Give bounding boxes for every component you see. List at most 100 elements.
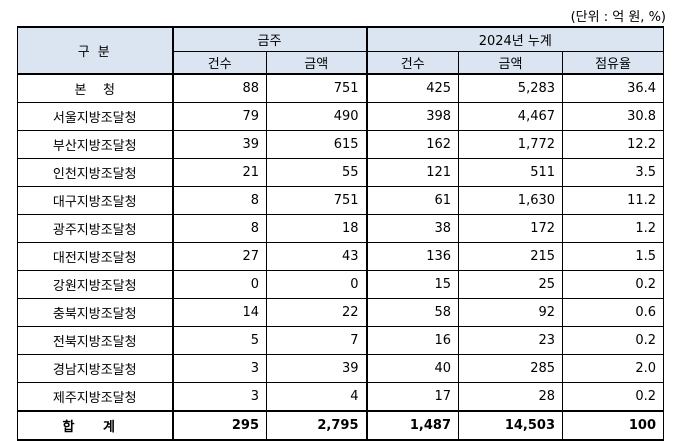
region-cell: 충북지방조달청 (17, 298, 173, 327)
region-cell: 전북지방조달청 (17, 326, 173, 355)
cumulative-count-cell: 425 (365, 73, 460, 103)
share-cell: 12.2 (562, 130, 665, 159)
region-cell: 부산지방조달청 (17, 130, 173, 159)
cumulative-amount-cell: 172 (458, 214, 564, 243)
cumulative-amount-cell: 28 (458, 382, 564, 412)
weekly-count-cell: 3 (171, 382, 267, 412)
cumulative-amount-cell: 1,630 (458, 186, 564, 215)
procurement-table: 구 분 금주 2024년 누계 건수 금액 건수 금액 점유율 본 청 88 751… (17, 26, 665, 441)
share-cell: 1.2 (562, 214, 665, 243)
total-weekly-count-cell: 295 (171, 410, 267, 441)
region-cell: 인천지방조달청 (17, 158, 173, 187)
table-row: 서울지방조달청 79 490 398 4,467 30.8 (17, 102, 665, 131)
share-cell: 0.2 (562, 382, 665, 412)
weekly-group-header: 금주 (171, 26, 368, 52)
share-cell: 0.2 (562, 326, 665, 355)
region-cell: 본 청 (17, 73, 173, 103)
table-row: 충북지방조달청 14 22 58 92 0.6 (17, 298, 665, 327)
share-header: 점유율 (562, 51, 665, 75)
table-row: 부산지방조달청 39 615 162 1,772 12.2 (17, 130, 665, 159)
weekly-amount-cell: 18 (265, 214, 368, 243)
region-cell: 대구지방조달청 (17, 186, 173, 215)
total-row: 합 계 295 2,795 1,487 14,503 100 (17, 410, 665, 441)
cumulative-group-header: 2024년 누계 (365, 26, 665, 52)
cumulative-count-cell: 162 (365, 130, 460, 159)
cumulative-count-cell: 398 (365, 102, 460, 131)
region-cell: 경남지방조달청 (17, 354, 173, 383)
cumulative-amount-cell: 23 (458, 326, 564, 355)
weekly-count-cell: 8 (171, 186, 267, 215)
share-cell: 30.8 (562, 102, 665, 131)
cumulative-amount-cell: 4,467 (458, 102, 564, 131)
cumulative-count-header: 건수 (365, 51, 460, 75)
weekly-amount-cell: 0 (265, 270, 368, 299)
share-cell: 3.5 (562, 158, 665, 187)
region-cell: 강원지방조달청 (17, 270, 173, 299)
cumulative-count-cell: 40 (365, 354, 460, 383)
cumulative-amount-cell: 285 (458, 354, 564, 383)
cumulative-count-cell: 16 (365, 326, 460, 355)
cumulative-amount-cell: 215 (458, 242, 564, 271)
cumulative-amount-cell: 92 (458, 298, 564, 327)
weekly-amount-cell: 55 (265, 158, 368, 187)
cumulative-count-cell: 136 (365, 242, 460, 271)
table-row: 본 청 88 751 425 5,283 36.4 (17, 73, 665, 103)
weekly-count-cell: 3 (171, 354, 267, 383)
table-row: 강원지방조달청 0 0 15 25 0.2 (17, 270, 665, 299)
cumulative-count-cell: 58 (365, 298, 460, 327)
share-cell: 36.4 (562, 73, 665, 103)
cumulative-count-cell: 121 (365, 158, 460, 187)
weekly-count-cell: 14 (171, 298, 267, 327)
cumulative-amount-cell: 5,283 (458, 73, 564, 103)
table-row: 경남지방조달청 3 39 40 285 2.0 (17, 354, 665, 383)
weekly-amount-cell: 43 (265, 242, 368, 271)
cumulative-amount-cell: 25 (458, 270, 564, 299)
cumulative-count-cell: 38 (365, 214, 460, 243)
weekly-amount-cell: 22 (265, 298, 368, 327)
total-cumulative-amount-cell: 14,503 (458, 410, 564, 441)
weekly-amount-cell: 751 (265, 73, 368, 103)
weekly-amount-cell: 39 (265, 354, 368, 383)
weekly-amount-cell: 615 (265, 130, 368, 159)
weekly-amount-cell: 490 (265, 102, 368, 131)
weekly-count-cell: 21 (171, 158, 267, 187)
cumulative-amount-cell: 511 (458, 158, 564, 187)
total-weekly-amount-cell: 2,795 (265, 410, 368, 441)
weekly-count-cell: 0 (171, 270, 267, 299)
total-region-cell: 합 계 (17, 410, 173, 441)
weekly-amount-cell: 4 (265, 382, 368, 412)
weekly-count-cell: 5 (171, 326, 267, 355)
cumulative-count-cell: 17 (365, 382, 460, 412)
region-cell: 서울지방조달청 (17, 102, 173, 131)
weekly-count-header: 건수 (171, 51, 267, 75)
cumulative-count-cell: 15 (365, 270, 460, 299)
weekly-count-cell: 88 (171, 73, 267, 103)
region-cell: 대전지방조달청 (17, 242, 173, 271)
share-cell: 0.6 (562, 298, 665, 327)
share-cell: 0.2 (562, 270, 665, 299)
weekly-count-cell: 8 (171, 214, 267, 243)
region-header: 구 분 (17, 26, 173, 75)
cumulative-count-cell: 61 (365, 186, 460, 215)
region-cell: 광주지방조달청 (17, 214, 173, 243)
weekly-amount-cell: 751 (265, 186, 368, 215)
total-cumulative-count-cell: 1,487 (365, 410, 460, 441)
table-row: 전북지방조달청 5 7 16 23 0.2 (17, 326, 665, 355)
weekly-amount-header: 금액 (265, 51, 368, 75)
table-row: 대전지방조달청 27 43 136 215 1.5 (17, 242, 665, 271)
share-cell: 11.2 (562, 186, 665, 215)
cumulative-amount-cell: 1,772 (458, 130, 564, 159)
weekly-count-cell: 27 (171, 242, 267, 271)
share-cell: 1.5 (562, 242, 665, 271)
share-cell: 2.0 (562, 354, 665, 383)
weekly-count-cell: 39 (171, 130, 267, 159)
weekly-amount-cell: 7 (265, 326, 368, 355)
total-share-cell: 100 (562, 410, 665, 441)
weekly-count-cell: 79 (171, 102, 267, 131)
table-row: 인천지방조달청 21 55 121 511 3.5 (17, 158, 665, 187)
table-row: 광주지방조달청 8 18 38 172 1.2 (17, 214, 665, 243)
region-cell: 제주지방조달청 (17, 382, 173, 412)
table-row: 대구지방조달청 8 751 61 1,630 11.2 (17, 186, 665, 215)
cumulative-amount-header: 금액 (458, 51, 564, 75)
unit-note: (단위 : 억 원, %) (570, 10, 666, 25)
